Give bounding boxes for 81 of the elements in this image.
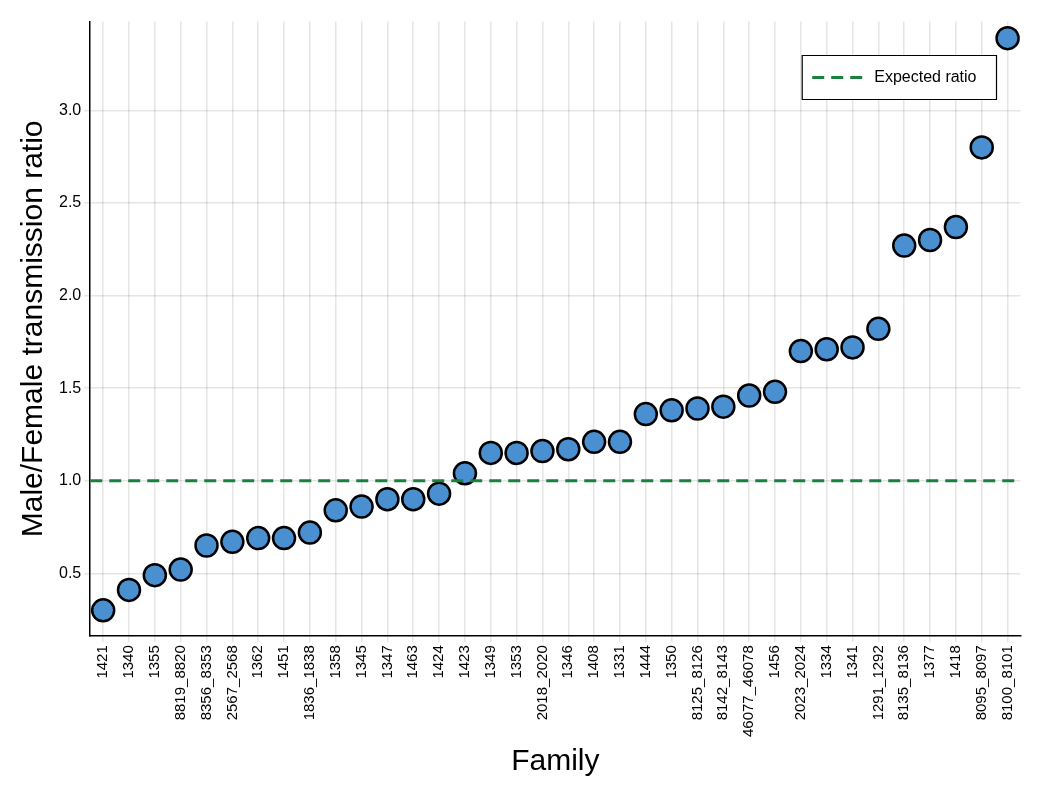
x-tick-label: 1423 — [455, 645, 473, 679]
point — [917, 227, 943, 253]
point — [995, 25, 1020, 51]
y-tick-label: 0.5 — [58, 563, 82, 581]
point — [349, 494, 374, 519]
point — [504, 440, 529, 466]
x-tick-label: 46077_46078 — [739, 645, 757, 737]
point — [271, 525, 297, 551]
y-tick-label: 1.5 — [58, 378, 82, 396]
point — [969, 135, 994, 160]
point — [116, 577, 142, 603]
legend-label: Expected ratio — [874, 67, 977, 85]
x-tick-label: 1421 — [93, 645, 111, 679]
point — [659, 398, 684, 423]
point — [788, 338, 814, 364]
x-tick-label: 1349 — [480, 645, 498, 679]
point — [711, 394, 736, 419]
x-tick-label: 8142_8143 — [713, 645, 731, 721]
x-tick-label: 1341 — [842, 645, 860, 679]
x-tick-label: 1456 — [765, 645, 783, 679]
y-tick-label: 1.0 — [58, 471, 82, 489]
x-tick-label: 1451 — [274, 645, 292, 679]
point — [478, 440, 504, 466]
x-tick-label: 8125_8126 — [687, 645, 705, 721]
x-tick-label: 1340 — [119, 645, 137, 679]
x-tick-label: 2023_2024 — [791, 645, 808, 721]
point — [943, 214, 969, 240]
x-tick-label: 1444 — [635, 645, 653, 679]
point — [194, 533, 219, 558]
point — [814, 336, 839, 362]
point — [556, 436, 581, 462]
point — [90, 598, 116, 623]
x-tick-label: 1331 — [610, 645, 628, 679]
x-tick-label: 8095_8097 — [971, 645, 989, 721]
x-tick-label: 8100_8101 — [997, 645, 1015, 721]
point — [607, 429, 633, 455]
point — [530, 438, 555, 464]
point — [220, 529, 245, 555]
point — [401, 486, 426, 512]
point — [581, 429, 607, 455]
x-tick-label: 1353 — [506, 645, 524, 679]
point — [866, 316, 891, 342]
point — [891, 233, 917, 258]
point — [323, 498, 348, 523]
x-tick-label: 1836_1838 — [300, 645, 318, 721]
x-tick-label: 1418 — [946, 645, 964, 679]
point — [245, 525, 271, 551]
x-tick-label: 1347 — [377, 645, 395, 679]
x-tick-label: 1345 — [351, 645, 369, 679]
point — [452, 461, 478, 486]
point — [375, 486, 400, 512]
x-tick-label: 1424 — [429, 645, 447, 679]
x-tick-label: 1355 — [144, 645, 162, 679]
point — [168, 557, 193, 582]
y-axis-title: Male/Female transmission ratio — [15, 120, 49, 538]
x-tick-label: 8135_8136 — [894, 645, 912, 721]
point — [633, 401, 659, 427]
x-tick-label: 1463 — [403, 645, 421, 679]
x-tick-label: 1377 — [920, 645, 938, 679]
point — [840, 335, 865, 360]
x-tick-label: 2567_2568 — [222, 645, 240, 721]
point — [142, 562, 168, 588]
x-tick-label: 8819_8820 — [170, 645, 188, 721]
x-tick-label: 1346 — [558, 645, 576, 679]
y-tick-label: 2.5 — [58, 193, 82, 211]
point — [762, 379, 788, 405]
x-tick-label: 8356_8353 — [196, 645, 214, 721]
point — [736, 383, 762, 408]
x-axis-title: Family — [511, 743, 600, 777]
x-tick-label: 1362 — [248, 645, 266, 679]
x-tick-label: 1408 — [584, 645, 602, 679]
x-tick-label: 1334 — [816, 645, 834, 679]
x-tick-label: 1358 — [325, 645, 343, 679]
x-tick-label: 1350 — [661, 645, 679, 679]
point — [426, 481, 452, 506]
x-tick-label: 1291_1292 — [868, 645, 886, 721]
y-tick-label: 2.0 — [58, 285, 82, 303]
point — [297, 520, 323, 545]
point — [685, 396, 710, 421]
y-tick-label: 3.0 — [58, 100, 82, 118]
x-tick-label: 2018_2020 — [532, 645, 550, 721]
